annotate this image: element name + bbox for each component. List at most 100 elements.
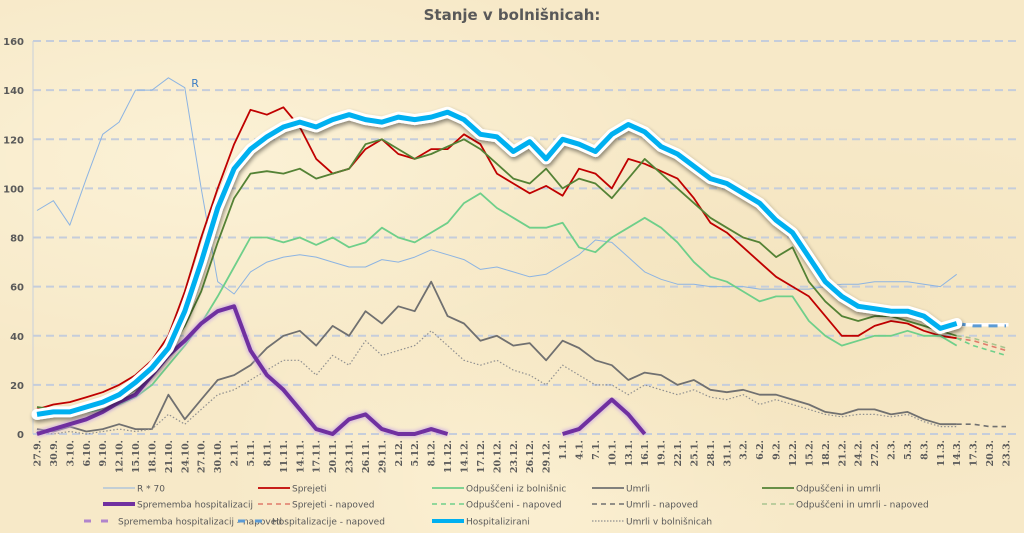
x-tick-label: 20.3. <box>985 440 996 466</box>
x-tick-label: 24.2. <box>854 440 865 466</box>
x-tick-label: 29.11. <box>377 440 388 473</box>
y-tick-label: 120 <box>3 135 24 146</box>
y-axis: 0 20 40 60 80 100 120 140 160 <box>3 37 34 441</box>
legend-item-sprejeti[interactable]: Sprejeti <box>258 485 327 495</box>
legend-label: Umrli <box>626 485 650 495</box>
legend-item-r-70[interactable]: R * 70 <box>103 485 165 495</box>
x-tick-label: 8.3. <box>919 440 930 460</box>
legend-item-hospitalizirani[interactable]: Hospitalizirani <box>432 518 530 528</box>
x-tick-label: 15.10. <box>131 440 142 473</box>
x-tick-label: 11.11. <box>279 440 290 473</box>
legend-item-odpusceni-iz-bolnisnic[interactable]: Odpuščeni iz bolnišnic <box>432 484 566 495</box>
series-line <box>36 106 957 411</box>
x-axis: 27.9. 30.9. 3.10. 6.10. 9.10. 12.10. 15.10. 18.… <box>33 440 1013 473</box>
gridlines <box>33 40 1018 435</box>
x-tick-label: 17.12. <box>476 440 487 473</box>
legend-label: Sprememba hospitalizacij <box>137 501 253 511</box>
x-tick-label: 26.11. <box>361 440 372 473</box>
legend-label: Odpuščeni in umrli <box>796 484 881 495</box>
series-line <box>562 397 647 436</box>
legend-item-odpusceni-in-umrli-napoved[interactable]: Odpuščeni in umrli - napoved <box>762 500 929 511</box>
y-tick-label: 40 <box>10 332 24 343</box>
legend-item-umrli-napoved[interactable]: Umrli - napoved <box>592 501 698 511</box>
x-tick-label: 12.2. <box>788 440 799 466</box>
legend-label: Odpuščeni iz bolnišnic <box>466 484 566 495</box>
series-line <box>36 77 957 295</box>
series-line <box>36 138 957 411</box>
legend-item-sprememba-hospitalizacij-napoved[interactable]: Sprememba hospitalizacij - napoved <box>84 518 282 528</box>
series-r-70 <box>36 77 957 295</box>
legend-item-umrli-v-bolnisnicah[interactable]: Umrli v bolnišnicah <box>592 517 712 528</box>
x-tick-label: 23.11. <box>345 440 356 473</box>
x-tick-label: 19.1. <box>657 440 668 466</box>
x-tick-label: 2.11. <box>230 440 241 466</box>
x-tick-label: 9.2. <box>772 440 783 460</box>
x-tick-label: 2.3. <box>887 440 898 460</box>
x-tick-label: 10.1. <box>607 440 618 466</box>
x-tick-label: 7.1. <box>591 440 602 460</box>
x-tick-label: 17.11. <box>312 440 323 473</box>
legend-item-sprejeti-napoved[interactable]: Sprejeti - napoved <box>258 501 375 511</box>
x-tick-label: 8.11. <box>262 440 273 466</box>
x-tick-label: 6.10. <box>82 440 93 466</box>
x-tick-label: 1.1. <box>558 440 569 460</box>
x-tick-label: 26.12. <box>525 440 536 473</box>
series-line <box>956 337 1007 352</box>
x-tick-label: 31.1. <box>722 440 733 466</box>
x-tick-label: 14.12. <box>460 440 471 473</box>
x-tick-label: 11.12. <box>443 440 454 473</box>
legend: R * 70 Sprejeti Odpuščeni iz bolnišnic Umrl… <box>84 484 929 528</box>
x-tick-label: 21.2. <box>837 440 848 466</box>
series-umrli-v-bolnisnicah <box>36 330 957 435</box>
x-tick-label: 3.2. <box>739 440 750 460</box>
x-tick-label: 2.12. <box>394 440 405 466</box>
y-tick-label: 140 <box>3 86 24 97</box>
x-tick-label: 14.11. <box>295 440 306 473</box>
x-tick-label: 15.2. <box>804 440 815 466</box>
x-tick-label: 21.10. <box>164 440 175 473</box>
y-tick-label: 0 <box>17 430 24 441</box>
y-tick-label: 20 <box>10 381 24 392</box>
x-tick-label: 8.12. <box>427 440 438 466</box>
x-tick-label: 23.3. <box>1002 440 1013 466</box>
legend-label: Odpuščeni in umrli - napoved <box>796 500 929 511</box>
x-tick-label: 4.1. <box>574 440 585 460</box>
series-line <box>956 335 1007 349</box>
series-umrli-napoved <box>956 423 1006 428</box>
chart-title: Stanje v bolnišnicah: <box>423 6 601 24</box>
y-tick-label: 80 <box>10 234 24 245</box>
x-tick-label: 20.11. <box>328 440 339 473</box>
legend-label: Odpuščeni - napoved <box>466 500 562 511</box>
x-tick-label: 27.10. <box>197 440 208 473</box>
legend-label: Hospitalizirani <box>466 518 530 528</box>
series-line <box>36 192 958 416</box>
x-tick-label: 18.2. <box>821 440 832 466</box>
legend-item-sprememba-hospitalizacij[interactable]: Sprememba hospitalizacij <box>103 501 253 511</box>
series-layer <box>31 77 1011 438</box>
x-tick-label: 20.12. <box>492 440 503 473</box>
series-sprejeti <box>36 106 957 411</box>
legend-item-umrli[interactable]: Umrli <box>592 485 650 495</box>
x-tick-label: 3.10. <box>65 440 76 466</box>
legend-item-hospitalizacije-napoved[interactable]: Hospitalizacije - napoved <box>238 518 385 528</box>
x-tick-label: 24.10. <box>180 440 191 473</box>
y-tick-label: 60 <box>10 283 24 294</box>
x-tick-label: 23.12. <box>509 440 520 473</box>
series-line <box>956 337 1007 357</box>
x-tick-label: 29.12. <box>542 440 553 473</box>
legend-label: R * 70 <box>137 485 165 495</box>
x-tick-label: 22.1. <box>673 440 684 466</box>
series-line <box>36 330 957 435</box>
legend-label: Sprejeti <box>292 485 327 495</box>
x-tick-label: 5.3. <box>903 440 914 460</box>
legend-item-odpusceni-napoved[interactable]: Odpuščeni - napoved <box>432 500 562 511</box>
legend-label: Sprejeti - napoved <box>292 501 375 511</box>
series-odpusceni-iz-bolnisnic <box>36 192 958 416</box>
legend-label: Hospitalizacije - napoved <box>272 518 385 528</box>
x-tick-label: 14.3. <box>952 440 963 466</box>
legend-item-odpusceni-in-umrli[interactable]: Odpuščeni in umrli <box>762 484 881 495</box>
x-tick-label: 17.3. <box>969 440 980 466</box>
series-umrli <box>36 280 957 433</box>
series-line <box>36 280 957 433</box>
